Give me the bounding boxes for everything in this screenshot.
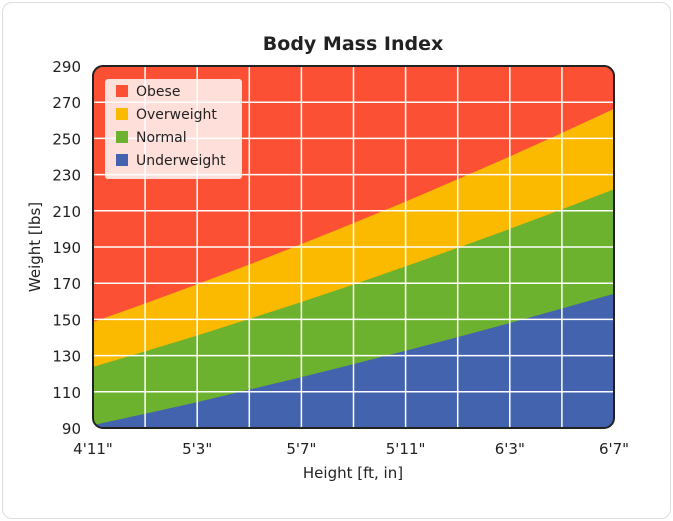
x-tick-label: 5'11" xyxy=(386,440,426,458)
x-tick-label: 5'3" xyxy=(182,440,212,458)
y-tick-label: 130 xyxy=(52,348,81,366)
legend-swatch-normal xyxy=(116,131,128,143)
legend-box xyxy=(105,79,242,179)
plot-border xyxy=(92,65,615,429)
y-tick-label: 110 xyxy=(52,384,81,402)
y-axis-label: Weight [lbs] xyxy=(26,202,44,292)
chart-title: Body Mass Index xyxy=(263,33,443,55)
legend-swatch-overweight xyxy=(116,108,128,120)
y-tick-label: 210 xyxy=(52,203,81,221)
y-tick-label: 250 xyxy=(52,130,81,148)
y-tick-label: 190 xyxy=(52,239,81,257)
y-tick-label: 90 xyxy=(62,420,81,438)
y-tick-label: 290 xyxy=(52,58,81,76)
legend-swatch-underweight xyxy=(116,154,128,166)
band-underweight xyxy=(93,293,614,428)
x-tick-label: 4'11" xyxy=(73,440,113,458)
legend-swatch-obese xyxy=(116,85,128,97)
x-tick-label: 6'3" xyxy=(495,440,525,458)
legend-label-overweight: Overweight xyxy=(136,107,217,123)
x-tick-label: 6'7" xyxy=(599,440,629,458)
legend-label-normal: Normal xyxy=(136,130,187,146)
y-tick-label: 170 xyxy=(52,275,81,293)
y-tick-label: 270 xyxy=(52,94,81,112)
x-axis-label: Height [ft, in] xyxy=(303,464,403,482)
y-tick-label: 150 xyxy=(52,311,81,329)
legend-label-underweight: Underweight xyxy=(136,153,226,169)
plot-area xyxy=(93,66,614,428)
x-tick-label: 5'7" xyxy=(286,440,316,458)
legend-label-obese: Obese xyxy=(136,84,180,100)
y-tick-label: 230 xyxy=(52,167,81,185)
